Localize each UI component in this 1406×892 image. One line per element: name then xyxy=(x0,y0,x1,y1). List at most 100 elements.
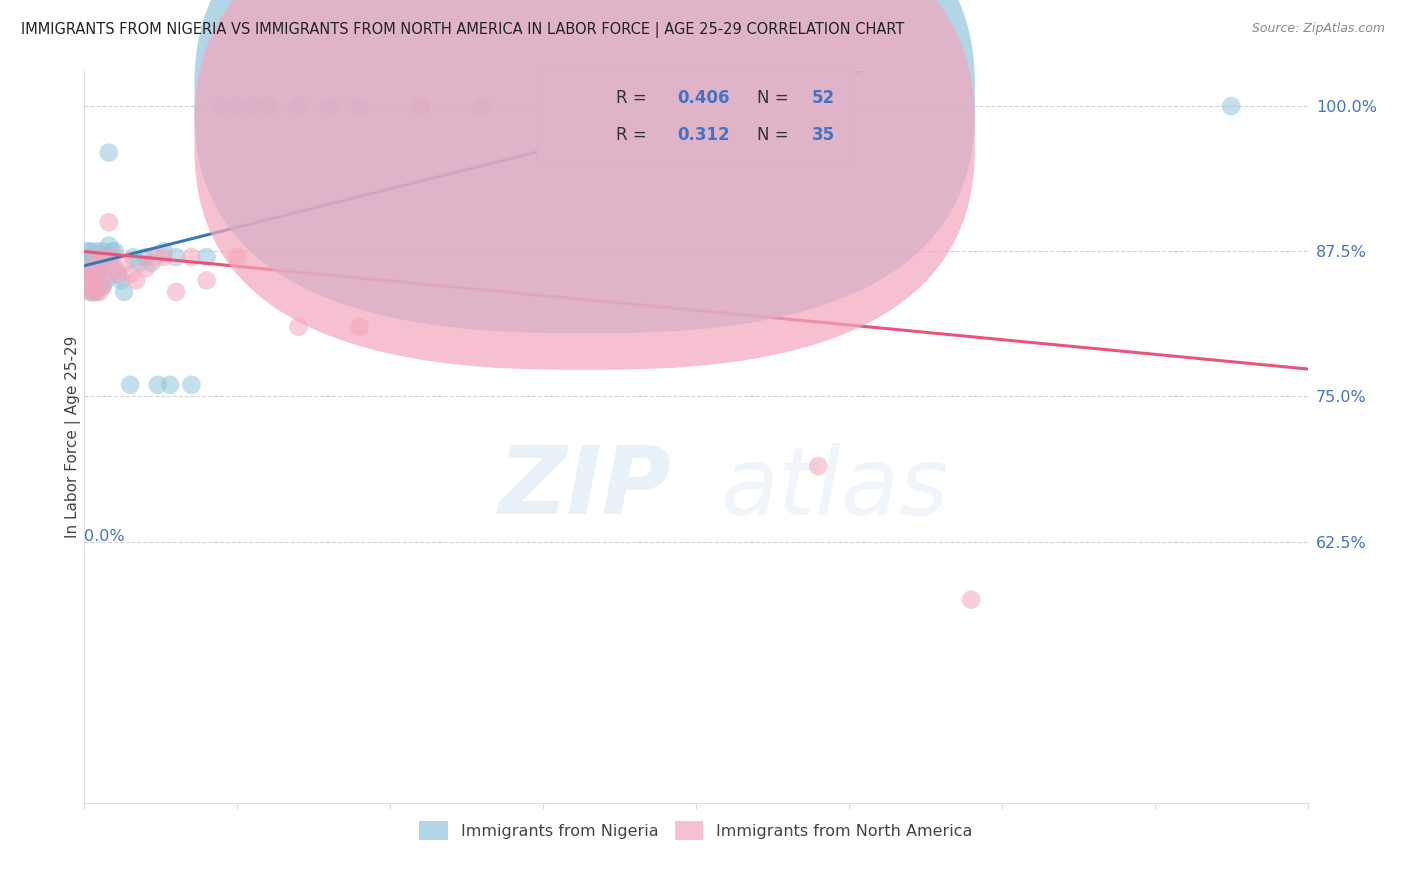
Point xyxy=(195,250,218,264)
Point xyxy=(76,279,98,293)
Point xyxy=(83,285,105,299)
Point xyxy=(91,279,114,293)
Point xyxy=(135,261,157,276)
Point xyxy=(94,250,117,264)
Text: R =: R = xyxy=(616,126,658,144)
Y-axis label: In Labor Force | Age 25-29: In Labor Force | Age 25-29 xyxy=(65,336,82,538)
Point xyxy=(79,285,101,299)
Point xyxy=(165,250,187,264)
Text: 0.312: 0.312 xyxy=(678,126,730,144)
Point xyxy=(76,261,98,276)
Point xyxy=(101,244,124,259)
Point xyxy=(318,99,340,113)
Point xyxy=(195,273,218,287)
FancyBboxPatch shape xyxy=(537,64,855,167)
Point xyxy=(86,268,108,282)
Point xyxy=(76,244,98,259)
Legend: Immigrants from Nigeria, Immigrants from North America: Immigrants from Nigeria, Immigrants from… xyxy=(413,814,979,846)
Point xyxy=(110,273,132,287)
Point xyxy=(287,99,309,113)
Point xyxy=(83,285,105,299)
Point xyxy=(125,273,148,287)
Text: 0.406: 0.406 xyxy=(678,89,730,107)
Point xyxy=(83,250,105,264)
Point xyxy=(86,250,108,264)
Point xyxy=(165,285,187,299)
Point xyxy=(159,377,181,392)
Point xyxy=(91,256,114,270)
Point xyxy=(104,261,127,276)
Point xyxy=(141,256,163,270)
Point xyxy=(409,99,432,113)
Point xyxy=(83,285,105,299)
Point xyxy=(94,268,117,282)
Point xyxy=(86,268,108,282)
Point xyxy=(122,250,145,264)
Point xyxy=(960,592,983,607)
Text: N =: N = xyxy=(758,89,794,107)
Point xyxy=(86,244,108,259)
Point xyxy=(153,250,176,264)
Point xyxy=(97,238,120,252)
Point xyxy=(654,99,676,113)
Point xyxy=(1220,99,1243,113)
Text: Source: ZipAtlas.com: Source: ZipAtlas.com xyxy=(1251,22,1385,36)
Point xyxy=(226,99,249,113)
Point xyxy=(83,279,105,293)
Text: 0.0%: 0.0% xyxy=(84,528,125,543)
Point xyxy=(107,268,129,282)
Point xyxy=(180,250,202,264)
Point xyxy=(91,279,114,293)
Point xyxy=(120,268,142,282)
Point xyxy=(97,215,120,229)
Point xyxy=(89,279,111,293)
Point xyxy=(97,145,120,160)
Point xyxy=(112,285,135,299)
Point xyxy=(153,244,176,259)
Point xyxy=(83,261,105,276)
Point xyxy=(409,99,432,113)
Point xyxy=(562,99,585,113)
Point xyxy=(112,256,135,270)
Text: IMMIGRANTS FROM NIGERIA VS IMMIGRANTS FROM NORTH AMERICA IN LABOR FORCE | AGE 25: IMMIGRANTS FROM NIGERIA VS IMMIGRANTS FR… xyxy=(21,22,904,38)
Text: R =: R = xyxy=(616,89,652,107)
Point xyxy=(257,99,280,113)
Point xyxy=(471,99,494,113)
Text: N =: N = xyxy=(758,126,794,144)
Point xyxy=(685,99,707,113)
Point xyxy=(180,377,202,392)
Point xyxy=(91,244,114,259)
Point xyxy=(101,250,124,264)
Point xyxy=(79,268,101,282)
Point xyxy=(146,377,169,392)
Point xyxy=(76,268,98,282)
Point xyxy=(120,377,142,392)
Text: 35: 35 xyxy=(813,126,835,144)
Point xyxy=(349,99,371,113)
Point xyxy=(257,99,280,113)
Point xyxy=(79,285,101,299)
Point xyxy=(242,99,264,113)
Point xyxy=(211,99,233,113)
Point xyxy=(79,268,101,282)
Point xyxy=(107,268,129,282)
Point xyxy=(807,459,830,474)
Point xyxy=(86,285,108,299)
Point xyxy=(349,319,371,334)
FancyBboxPatch shape xyxy=(194,0,974,334)
Point xyxy=(143,250,166,264)
Text: atlas: atlas xyxy=(720,442,949,533)
Text: 52: 52 xyxy=(813,89,835,107)
Point xyxy=(94,273,117,287)
Point xyxy=(89,256,111,270)
Point xyxy=(104,244,127,259)
Point xyxy=(101,261,124,276)
Point xyxy=(135,250,157,264)
Text: ZIP: ZIP xyxy=(499,442,672,534)
Point xyxy=(79,244,101,259)
Point xyxy=(76,261,98,276)
Point xyxy=(83,273,105,287)
Point xyxy=(89,261,111,276)
Point xyxy=(128,256,150,270)
Point xyxy=(226,250,249,264)
